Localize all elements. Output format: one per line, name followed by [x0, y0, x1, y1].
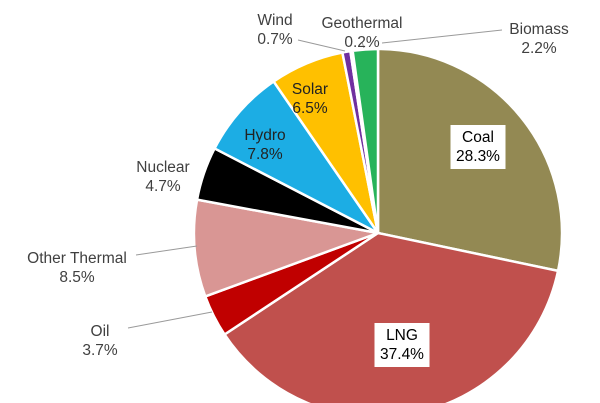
slice-value-hydro: 7.8%: [247, 146, 283, 163]
slice-value-coal: 28.3%: [456, 148, 500, 165]
slice-labels: Coal 28.3% LNG 37.4% Oil 3.7% Other Thermal 8.5…: [27, 12, 569, 367]
slice-label-wind: Wind: [257, 12, 292, 29]
slice-label-other-thermal: Other Thermal: [27, 250, 127, 267]
slice-label-hydro: Hydro: [244, 127, 285, 144]
leader-line-geothermal: [361, 41, 365, 49]
slice-value-other-thermal: 8.5%: [59, 269, 95, 286]
leader-line-biomass: [381, 29, 503, 44]
slice-value-solar: 6.5%: [292, 100, 328, 117]
pie-slices: [192, 47, 564, 403]
leader-lines: [127, 29, 503, 329]
pie-slice-biomass: [351, 47, 380, 235]
label-box-coal: [450, 125, 506, 169]
slice-value-geothermal: 0.2%: [344, 34, 380, 51]
slice-label-nuclear: Nuclear: [136, 159, 189, 176]
leader-line-oil: [127, 311, 213, 329]
pie-slice-other-thermal: [192, 198, 380, 298]
slice-label-biomass: Biomass: [509, 21, 569, 38]
slice-label-oil: Oil: [91, 323, 110, 340]
slice-label-solar: Solar: [292, 81, 328, 98]
slice-label-coal: Coal: [462, 129, 494, 146]
slice-value-oil: 3.7%: [82, 342, 118, 359]
slice-value-wind: 0.7%: [257, 31, 293, 48]
leader-line-wind: [297, 39, 346, 52]
leader-line-other-thermal: [135, 245, 198, 256]
slice-label-lng: LNG: [386, 327, 418, 344]
slice-label-geothermal: Geothermal: [322, 15, 403, 32]
slice-value-lng: 37.4%: [380, 346, 424, 363]
label-box-lng: [374, 323, 430, 367]
slice-value-biomass: 2.2%: [521, 40, 557, 57]
pie-slice-lng: [223, 231, 560, 403]
slice-value-nuclear: 4.7%: [145, 178, 181, 195]
